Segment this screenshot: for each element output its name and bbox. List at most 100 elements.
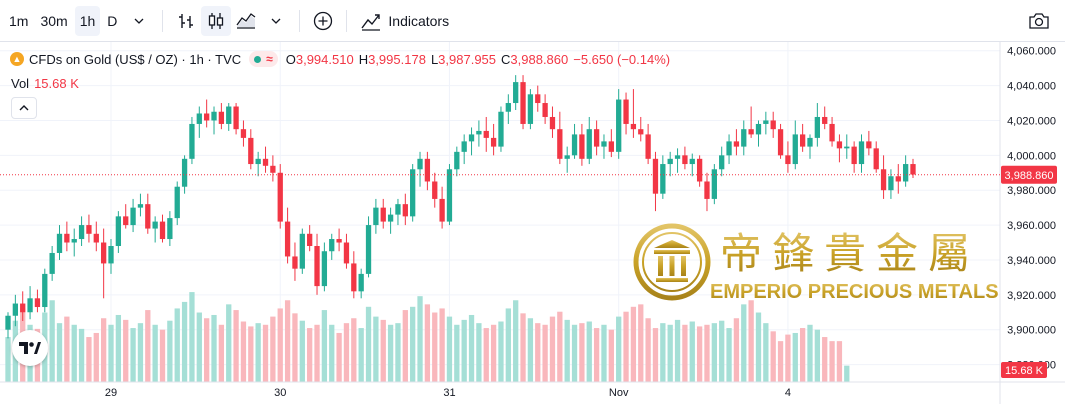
candle-body[interactable] [807,137,813,147]
candle-body[interactable] [204,113,210,121]
candle-body[interactable] [476,130,482,135]
candle-body[interactable] [638,129,644,135]
candle-body[interactable] [557,129,563,159]
candle-body[interactable] [270,165,276,173]
candle-body[interactable] [549,116,556,130]
candle-body[interactable] [123,216,129,226]
candle-chart-icon[interactable] [201,5,232,36]
candle-body[interactable] [902,164,909,182]
candle-body[interactable] [20,303,26,313]
candle-body[interactable] [86,225,92,234]
candle-body[interactable] [608,141,614,152]
candle-body[interactable] [226,106,232,124]
candle-body[interactable] [27,298,33,313]
candle-body[interactable] [299,233,305,269]
candle-body[interactable] [395,204,401,215]
candle-body[interactable] [329,239,335,252]
candle-body[interactable] [432,181,438,199]
market-status-pill[interactable]: ≈ [249,51,278,67]
candle-body[interactable] [284,221,291,257]
candle-body[interactable] [748,129,754,135]
candle-body[interactable] [424,158,431,182]
candle-body[interactable] [483,130,489,138]
candle-body[interactable] [12,303,19,316]
candle-body[interactable] [248,137,254,165]
candle-body[interactable] [755,123,762,135]
candle-body[interactable] [630,123,637,130]
candle-body[interactable] [490,137,497,147]
candle-body[interactable] [689,158,695,165]
candle-body[interactable] [711,169,717,199]
candle-body[interactable] [468,134,475,142]
candle-body[interactable] [660,164,666,194]
candle-body[interactable] [402,204,408,217]
candle-body[interactable] [616,99,622,152]
candle-body[interactable] [601,141,607,147]
candle-body[interactable] [895,176,901,182]
candle-body[interactable] [799,134,806,147]
candle-body[interactable] [579,134,585,159]
candle-body[interactable] [262,158,269,166]
candle-body[interactable] [682,155,688,165]
candle-body[interactable] [866,141,872,149]
candle-body[interactable] [770,120,776,130]
add-compare-icon[interactable] [308,6,338,36]
candle-body[interactable] [181,158,188,187]
interval-1h[interactable]: 1h [74,5,101,36]
candle-body[interactable] [277,172,283,222]
candle-body[interactable] [520,82,526,124]
candle-body[interactable] [336,239,342,243]
candle-body[interactable] [56,233,63,253]
candle-body[interactable] [571,134,578,156]
chevron-down-icon[interactable] [261,6,291,36]
candle-body[interactable] [814,116,820,138]
candle-body[interactable] [741,129,747,147]
candle-body[interactable] [851,146,857,165]
candle-body[interactable] [593,129,600,147]
candle-body[interactable] [292,256,298,269]
candle-body[interactable] [152,221,158,229]
candle-body[interactable] [211,111,217,121]
candle-body[interactable] [101,242,107,264]
candle-body[interactable] [417,158,423,170]
candle-body[interactable] [167,218,173,240]
bar-chart-icon[interactable] [171,6,201,36]
candle-body[interactable] [873,148,879,170]
candle-body[interactable] [880,169,887,191]
candle-body[interactable] [145,204,151,229]
candle-body[interactable] [387,214,394,222]
candle-body[interactable] [307,233,313,246]
candle-body[interactable] [696,158,703,182]
candle-body[interactable] [726,141,732,156]
candle-body[interactable] [836,141,843,149]
indicators-button[interactable]: Indicators [355,6,454,36]
interval-1m[interactable]: 1m [9,12,29,29]
symbol-title[interactable]: CFDs on Gold (US$ / OZ) · 1h · TVC [29,51,242,67]
candle-body[interactable] [527,94,534,124]
candle-body[interactable] [777,129,784,156]
candle-body[interactable] [130,207,136,226]
interval-d[interactable]: D [107,12,118,29]
candle-body[interactable] [351,263,357,292]
candle-body[interactable] [314,246,320,287]
candle-body[interactable] [785,155,791,165]
candle-body[interactable] [380,207,386,222]
candle-body[interactable] [719,155,725,170]
candle-body[interactable] [42,273,48,308]
candle-body[interactable] [343,242,350,264]
candle-body[interactable] [5,315,11,330]
candle-body[interactable] [159,221,166,240]
candle-body[interactable] [763,120,769,124]
candle-body[interactable] [461,141,467,152]
candle-body[interactable] [513,82,519,104]
candle-body[interactable] [108,246,114,264]
area-chart-icon[interactable] [231,6,261,36]
candle-body[interactable] [829,123,835,142]
candle-body[interactable] [623,99,629,124]
candle-body[interactable] [218,111,225,124]
candle-body[interactable] [733,141,740,147]
candle-body[interactable] [454,151,460,170]
candle-body[interactable] [888,176,894,191]
candle-body[interactable] [910,164,916,175]
